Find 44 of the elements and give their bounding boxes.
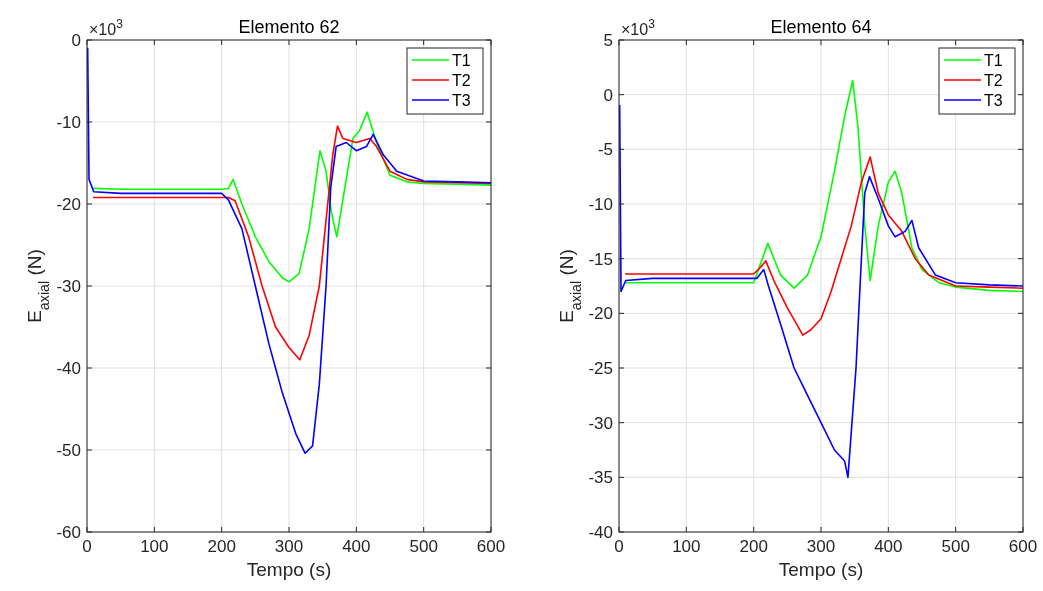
legend-label: T2 xyxy=(452,72,471,89)
y-tick-label: -60 xyxy=(56,523,81,542)
line-series xyxy=(92,125,491,361)
x-tick-label: 400 xyxy=(342,537,371,556)
x-tick-label: 500 xyxy=(941,537,970,556)
y-tick-label: -20 xyxy=(588,304,613,324)
y-tick-label: -5 xyxy=(597,140,613,160)
x-tick-label: 100 xyxy=(672,537,701,556)
y-tick-label: -40 xyxy=(588,523,613,542)
y-tick-label: -30 xyxy=(56,277,81,296)
y-tick-label: -50 xyxy=(56,441,81,460)
y-tick-label: -20 xyxy=(56,195,81,214)
y-tick-label: -10 xyxy=(56,113,81,132)
x-tick-label: 100 xyxy=(140,537,169,556)
x-tick-label: 600 xyxy=(476,537,506,556)
y-tick-label: 0 xyxy=(71,31,81,50)
y-tick-label: -40 xyxy=(56,359,81,378)
y-tick-label: -25 xyxy=(588,359,613,378)
legend-label: T3 xyxy=(984,92,1003,109)
y-tick-label: -30 xyxy=(588,413,613,433)
chart-title: Elemento 62 xyxy=(238,17,340,37)
y-tick-label: -10 xyxy=(588,195,613,214)
legend-label: T3 xyxy=(452,92,471,109)
x-tick-label: 300 xyxy=(274,537,304,556)
y-tick-label: -35 xyxy=(588,468,613,488)
y-tick-label: -15 xyxy=(588,249,613,269)
text: ×10$^{3}$ xyxy=(89,17,124,38)
text: ×10$^{3}$ xyxy=(621,17,656,38)
x-tick-label: 200 xyxy=(739,537,768,556)
chart-title: Elemento 64 xyxy=(770,17,872,37)
legend-label: T1 xyxy=(452,52,471,69)
y-tick-label: 0 xyxy=(603,85,613,105)
x-tick-label: 300 xyxy=(806,537,836,556)
x-tick-label: 200 xyxy=(207,537,236,556)
y-tick-label: 5 xyxy=(603,31,613,50)
x-axis-title: Tempo (s) xyxy=(246,559,332,580)
x-tick-label: 500 xyxy=(409,537,438,556)
legend-label: T1 xyxy=(984,52,1003,69)
x-axis-title: Tempo (s) xyxy=(778,559,864,580)
x-tick-label: 600 xyxy=(1008,537,1038,556)
legend-label: T2 xyxy=(984,72,1003,89)
line-series xyxy=(624,156,1023,336)
line-series xyxy=(92,111,491,283)
x-tick-label: 400 xyxy=(874,537,903,556)
